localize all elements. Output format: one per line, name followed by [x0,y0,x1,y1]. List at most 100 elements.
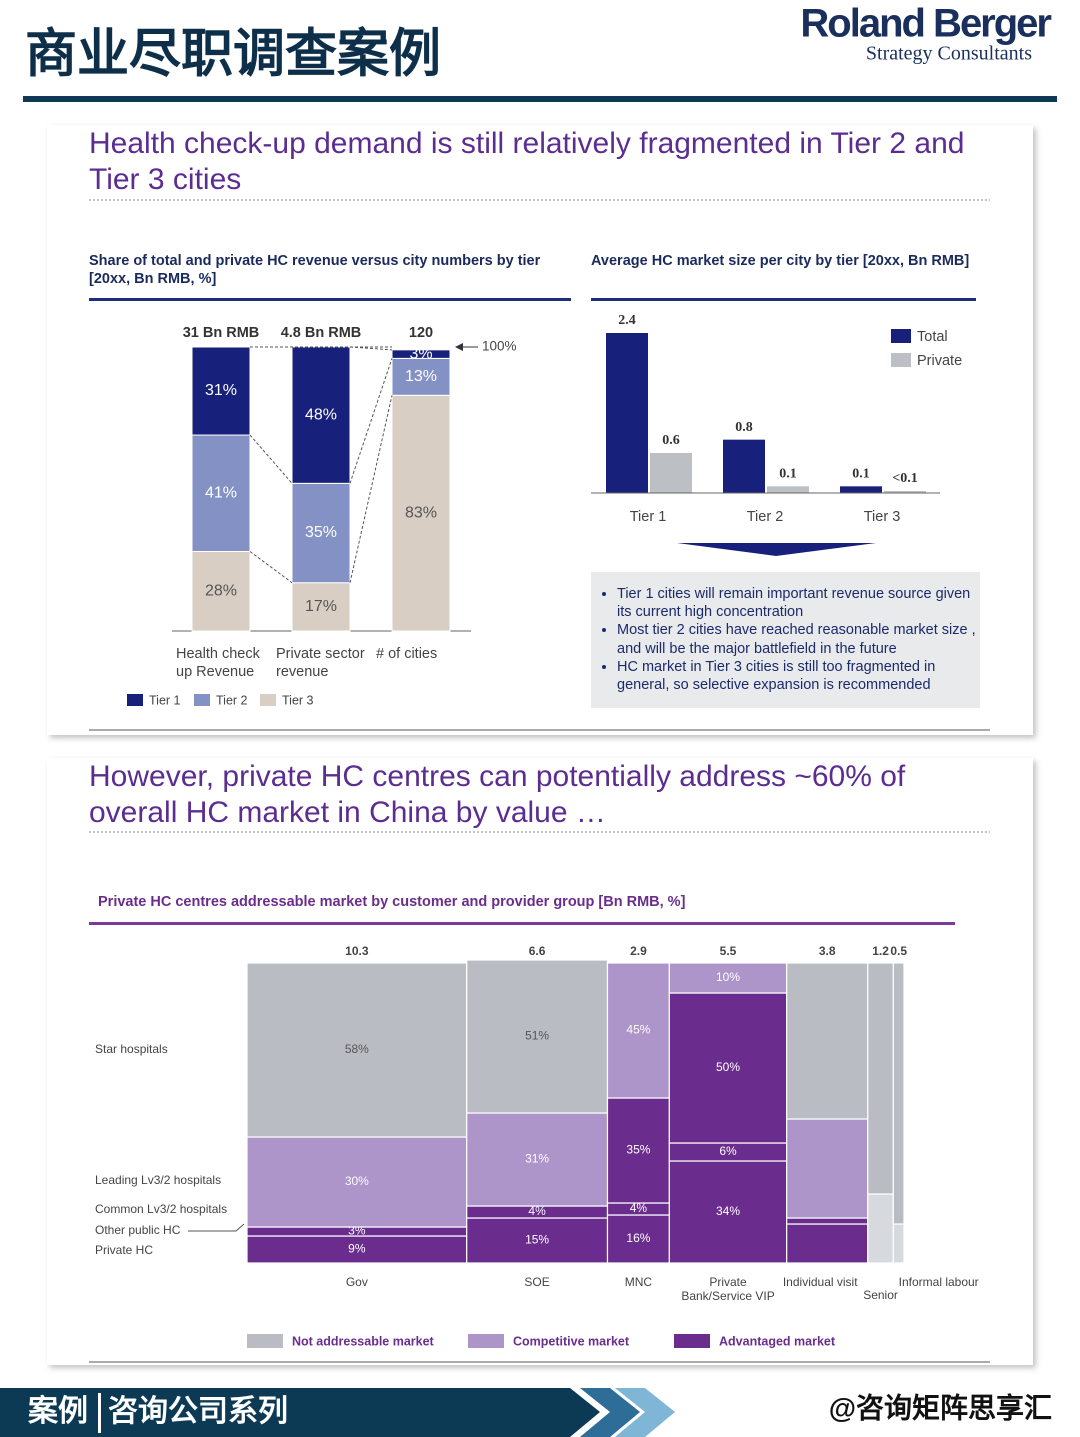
legend-label: Competitive market [513,1334,630,1348]
segment [786,1223,869,1264]
bar [767,486,809,493]
rule [89,298,571,301]
segment [786,1118,869,1219]
chevron [615,1388,675,1437]
segment [466,1112,609,1207]
row-label: Star hospitals [95,1042,168,1056]
value-label: 13% [405,368,437,385]
chevron [580,1388,640,1437]
column-total: 6.6 [529,944,546,958]
x-tick-label: MNC [625,1275,653,1289]
value-label: 41% [205,484,237,501]
value-label: 58% [345,1042,369,1056]
legend-swatch [247,1334,283,1348]
value-label: 35% [626,1143,650,1157]
chart-title-box: Average HC market size per city by tier … [591,253,970,269]
value-label: 4% [528,1204,546,1218]
header-rule [23,96,1057,102]
chart-title: Average HC market size per city by tier … [591,253,970,269]
legend-swatch [127,694,143,706]
row-label: Common Lv3/2 hospitals [95,1202,227,1216]
column-total: 10.3 [345,944,369,958]
x-tick-label: Individual visit [783,1275,858,1289]
slide-title: Health check-up demand is still relative… [89,127,965,196]
logo-sub: Strategy Consultants [866,43,1032,65]
value-label: 0.1 [852,467,870,482]
total-label: 31 Bn RMB [183,325,260,341]
value-label: 45% [626,1023,650,1037]
segment [786,962,869,1120]
value-label: 4% [630,1201,648,1215]
value-label: 0.6 [662,433,680,448]
x-tick-label: # of cities [376,646,438,662]
bar [840,486,882,493]
footer-label: 案例 [28,1394,88,1428]
value-label: 31% [205,382,237,399]
column-total: 0.5 [890,944,907,958]
legend-swatch [891,329,911,343]
value-label: 51% [525,1029,549,1043]
value-label: 48% [305,406,337,423]
value-label: 16% [626,1231,650,1245]
segment [786,1217,869,1225]
x-tick-label: Informal labour [899,1275,979,1289]
value-label: 6% [719,1144,737,1158]
x-tick-label: Senior [863,1288,898,1302]
x-tick-label-box: Health check up Revenue [176,646,260,680]
legend-swatch [260,694,276,706]
rule [591,298,976,301]
connector [249,434,293,484]
value-label: 30% [345,1174,369,1188]
chart-title: Share of total and private HC revenue ve… [89,253,541,287]
value-label: 83% [405,504,437,521]
segment [246,962,468,1138]
bullet: Tier 1 cities will remain important reve… [617,585,977,621]
segment [867,1193,894,1264]
bar [606,333,648,493]
footer-handle: @咨询矩阵思享汇 [829,1391,1052,1423]
segment [892,962,905,1225]
segment [867,962,894,1195]
value-label: 0.1 [779,467,797,482]
bar [723,439,765,493]
connector [349,395,393,583]
segment [668,962,788,994]
legend-label: Tier 3 [282,693,314,707]
x-tick-label: Tier 3 [864,509,901,525]
rule [89,922,955,925]
x-tick-label-box: Private Bank/Service VIP [681,1275,775,1303]
legend-swatch [468,1334,504,1348]
segment [246,1136,468,1228]
bar-segment [391,357,451,396]
value-label: 10% [716,970,740,984]
column-total: 2.9 [630,944,647,958]
value-label: 28% [205,582,237,599]
chart-title-box: Share of total and private HC revenue ve… [89,253,541,287]
x-tick-label: Gov [346,1275,368,1289]
row-label: Other public HC [95,1223,181,1237]
column-total: 3.8 [819,944,836,958]
bar-segment [391,349,451,359]
segment [668,992,788,1144]
slide-title-box: Health check-up demand is still relative… [89,127,965,196]
legend-label: Total [917,329,948,345]
value-label: 34% [716,1204,740,1218]
bar-segment [191,550,251,632]
value-label: 17% [305,598,337,615]
value-label: 3% [409,345,432,362]
row-label: Private HC [95,1243,153,1257]
annotation: 100% [482,339,517,354]
arrow [677,543,876,556]
logo-name: Roland Berger [800,2,1051,46]
bullets: Tier 1 cities will remain important reve… [597,585,977,694]
chevron [540,1388,600,1437]
bullet-list-box: Tier 1 cities will remain important reve… [597,585,977,705]
legend-swatch [891,353,911,367]
x-tick-label: Private Bank/Service VIP [681,1275,775,1303]
bar-segment [291,482,351,584]
bar [884,491,926,493]
x-tick-label: Private sector revenue [276,646,365,680]
bar [650,453,692,493]
